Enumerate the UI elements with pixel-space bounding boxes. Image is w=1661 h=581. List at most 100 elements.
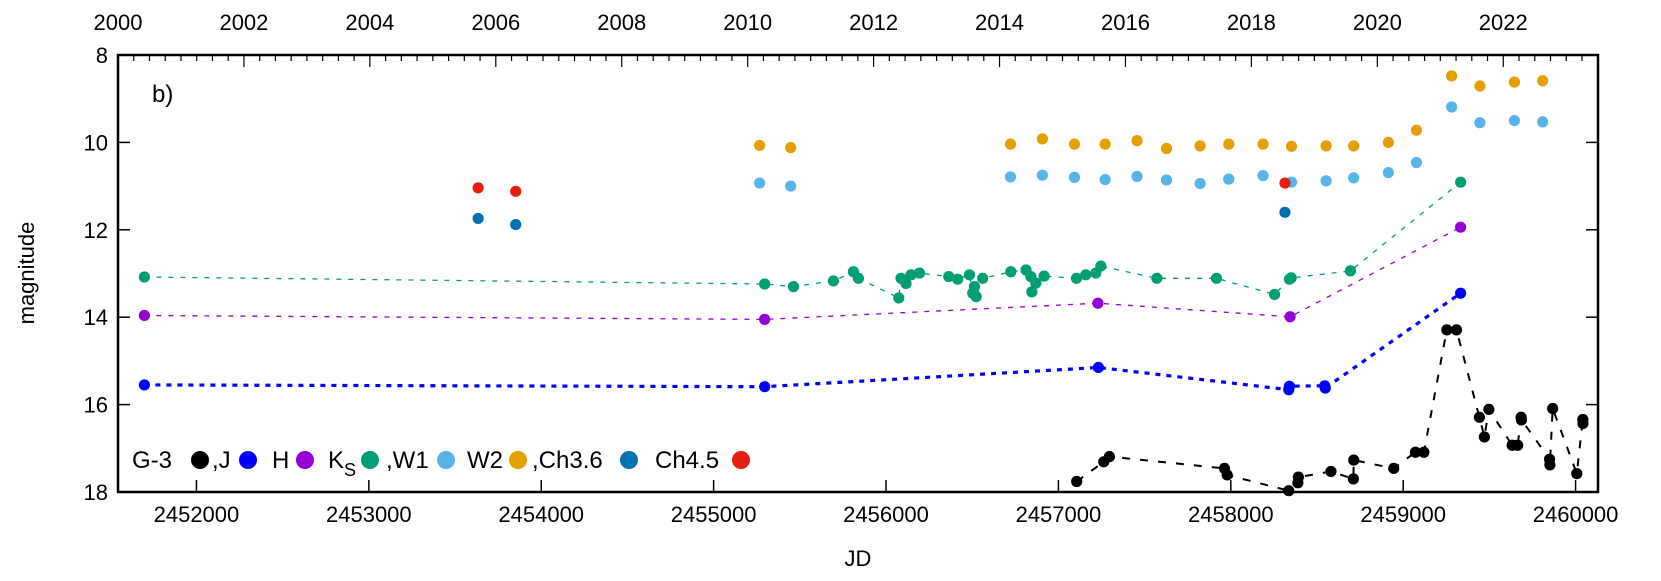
legend-marker-w2: [509, 451, 527, 469]
data-point-j: [759, 381, 771, 393]
data-point-g-3: [1418, 446, 1430, 458]
data-point-ks: [1026, 286, 1038, 298]
legend-marker-g-3: [191, 451, 209, 469]
data-point-ks: [1095, 260, 1107, 272]
top-axis-year-label: 2000: [94, 10, 143, 35]
data-point-ks: [1344, 265, 1357, 277]
y-tick-label: 8: [96, 43, 108, 68]
data-point-w2: [1382, 136, 1394, 148]
data-point-j: [138, 379, 150, 391]
top-axis-year-label: 2002: [219, 10, 268, 35]
data-point-ks: [1030, 277, 1042, 289]
data-point-ks: [1268, 288, 1281, 301]
data-point-g-3: [1388, 462, 1400, 475]
data-point-w1: [1348, 172, 1360, 184]
data-point-g-3: [1577, 417, 1589, 429]
data-point-w2: [1036, 133, 1048, 145]
data-point-g-3: [1478, 431, 1490, 443]
data-point-w2: [1223, 138, 1235, 150]
data-point-ks: [913, 267, 926, 279]
data-point-g-3: [1450, 324, 1463, 336]
data-point-g-3: [1441, 324, 1453, 336]
legend-label-w1: ,W1: [386, 447, 429, 474]
x-tick-label: 2457000: [1016, 502, 1102, 527]
data-point-w2: [1160, 142, 1173, 155]
top-axis-year-label: 2022: [1479, 10, 1528, 35]
x-tick-label: 2453000: [326, 502, 412, 527]
data-point-w1: [1099, 173, 1111, 186]
legend-marker-w1: [437, 451, 455, 469]
data-point-h: [759, 313, 771, 325]
x-tick-label: 2452000: [154, 502, 240, 527]
y-axis-title: magnitude: [14, 222, 39, 325]
data-point-j: [1319, 382, 1331, 394]
data-point-w1: [1223, 173, 1235, 185]
data-point-w2: [1285, 140, 1298, 152]
data-point-ks: [1210, 272, 1223, 284]
legend-label-ch4.5: Ch4.5: [655, 447, 719, 474]
legend-label-g-3: G-3: [132, 447, 172, 474]
data-point-w1: [1508, 114, 1520, 127]
data-point-g-3: [1325, 465, 1337, 478]
data-point-g-3: [1483, 403, 1495, 416]
data-point-w1: [1320, 175, 1332, 187]
data-point-w2: [754, 139, 766, 152]
data-point-w2: [1004, 138, 1017, 150]
series-points: [138, 70, 1589, 497]
data-point-g-3: [1348, 454, 1360, 466]
data-point-ks: [977, 272, 989, 284]
top-axis-year-label: 2018: [1227, 10, 1276, 35]
data-point-ks: [1005, 266, 1017, 278]
data-point-ks: [827, 275, 840, 287]
data-point-w1: [1194, 177, 1206, 190]
data-point-w2: [1508, 76, 1520, 88]
data-point-g-3: [1409, 446, 1422, 458]
data-point-w2: [1446, 70, 1458, 82]
x-tick-label: 2460000: [1533, 502, 1619, 527]
data-point-w2: [1410, 124, 1423, 136]
top-axis-year-label: 2014: [975, 10, 1024, 35]
data-point-ch3.6: [472, 212, 484, 225]
data-point-ch3.6: [510, 218, 522, 231]
data-point-ks: [787, 281, 800, 293]
data-point-w2: [785, 142, 797, 154]
axes: 2452000 2453000 2454000 2455000 2456000 24570…: [84, 10, 1619, 527]
data-point-ch4.5: [510, 185, 522, 197]
y-tick-label: 14: [84, 305, 108, 330]
top-axis-year-label: 2012: [849, 10, 898, 35]
data-point-ks: [1151, 272, 1163, 284]
data-point-w2: [1131, 135, 1143, 147]
x-tick-label: 2459000: [1360, 502, 1446, 527]
legend-marker-ks: [361, 451, 379, 469]
data-point-j: [1455, 287, 1467, 299]
data-point-ks: [963, 269, 976, 281]
legend-marker-h: [296, 451, 314, 469]
data-point-ks: [970, 291, 982, 303]
data-point-ch4.5: [1279, 177, 1291, 189]
top-axis-year-label: 2010: [723, 10, 772, 35]
data-point-w1: [1036, 169, 1048, 181]
legend-marker-ch4.5: [732, 451, 750, 469]
data-point-ch3.6: [1279, 206, 1291, 218]
x-tick-label: 2455000: [671, 502, 757, 527]
top-axis-year-label: 2006: [471, 10, 520, 35]
data-point-g-3: [1544, 459, 1556, 471]
data-point-ks: [900, 277, 912, 290]
legend-label-ks: KS: [328, 447, 356, 480]
legend-label-ch3.6: ,Ch3.6: [532, 447, 603, 474]
data-point-h: [1092, 297, 1104, 309]
x-axis-title: JD: [845, 546, 872, 571]
data-point-g-3: [1071, 475, 1083, 488]
data-point-g-3: [1221, 469, 1233, 481]
top-axis-year-label: 2008: [597, 10, 646, 35]
y-tick-label: 18: [84, 480, 108, 505]
data-point-j: [1283, 380, 1296, 392]
legend-subscript: S: [344, 460, 356, 480]
data-point-ks: [905, 269, 917, 281]
data-point-g-3: [1571, 468, 1583, 480]
data-point-g-3: [1473, 411, 1485, 423]
data-point-w2: [1348, 140, 1360, 152]
y-tick-label: 16: [84, 393, 108, 418]
data-point-ks: [952, 273, 964, 285]
